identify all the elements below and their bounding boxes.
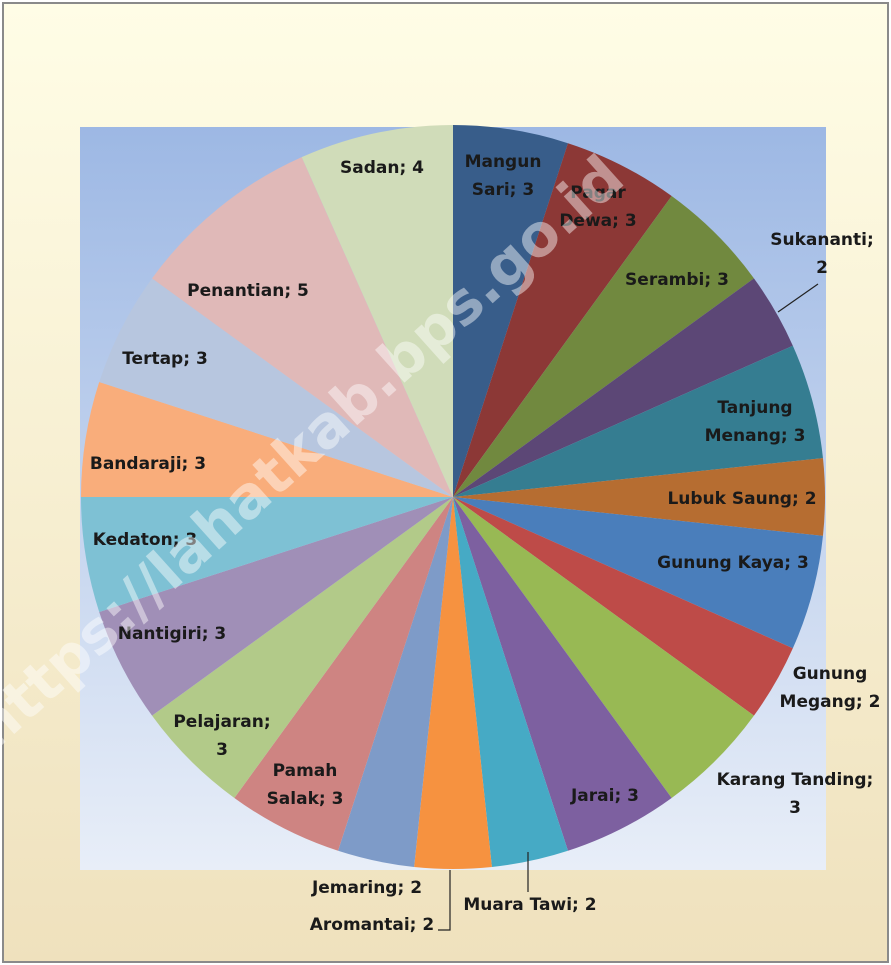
pie-slice: Jemaring: [338, 497, 453, 867]
label-line: 2: [816, 258, 828, 278]
label-line: Megang; 2: [780, 692, 881, 712]
pie-slice: Kedaton: [81, 497, 453, 612]
pie-slice: Tertap: [99, 278, 454, 497]
pie-slice: Pagar Dewa: [453, 143, 672, 497]
pie-slice: Mangun Sari: [453, 125, 568, 497]
data-label: Tanjung Menang; 3: [705, 398, 806, 446]
pie-slice: Serambi: [453, 196, 754, 497]
data-label: Lubuk Saung; 2: [667, 489, 816, 509]
pie-slice: Bandaraji: [81, 382, 453, 497]
label-line: Menang; 3: [705, 426, 806, 446]
pie: Mangun SariPagar DewaSerambiSukanantiTan…: [81, 125, 825, 869]
data-label: Mangun Sari; 3: [465, 152, 542, 200]
label-line: Pagar: [570, 183, 626, 203]
label-line: Karang Tanding;: [717, 770, 874, 790]
pie-slice: Aromantai: [414, 497, 492, 869]
data-label: Gunung Kaya; 3: [657, 553, 809, 573]
pie-slice: Gunung Megang: [453, 497, 793, 716]
data-label: Tertap; 3: [122, 349, 208, 369]
label-line: Pelajaran;: [173, 712, 270, 732]
data-label: Pamah Salak; 3: [267, 761, 344, 809]
label-line: Pamah: [273, 761, 338, 781]
label-line: 3: [216, 740, 228, 760]
label-line: Sari; 3: [472, 180, 534, 200]
pie-slice: Gunung Kaya: [453, 497, 823, 649]
data-label: Karang Tanding; 3: [717, 770, 874, 818]
data-label: Pelajaran; 3: [173, 712, 270, 760]
pie-slice: Karang Tanding: [453, 497, 754, 798]
data-label: Jarai; 3: [570, 786, 639, 806]
pie-slice: Nantigiri: [99, 497, 454, 716]
label-line: Gunung: [793, 664, 868, 684]
data-label: Kedaton; 3: [93, 530, 198, 550]
data-label: Gunung Megang; 2: [780, 664, 881, 712]
pie-slice: Pelajaran: [152, 497, 453, 798]
pie-slice: Pamah Salak: [234, 497, 453, 851]
pie-slice: Sukananti: [453, 278, 793, 497]
data-label: Bandaraji; 3: [90, 454, 206, 474]
label-line: 3: [789, 798, 801, 818]
data-label: Muara Tawi; 2: [463, 895, 596, 915]
pie-slice: Sadan: [301, 125, 453, 497]
data-label: Penantian; 5: [187, 281, 309, 301]
pie-slice: Lubuk Saung: [453, 458, 825, 536]
data-label: Sukananti; 2: [770, 230, 874, 278]
pie-slice: Muara Tawi: [453, 497, 568, 867]
data-label: Jemaring; 2: [311, 878, 422, 898]
pie-slice: Penantian: [152, 157, 453, 498]
data-label: Sadan; 4: [340, 158, 424, 178]
label-line: Salak; 3: [267, 789, 344, 809]
data-label: Nantigiri; 3: [118, 624, 227, 644]
label-line: Dewa; 3: [559, 211, 636, 231]
data-label: Aromantai; 2: [310, 915, 434, 935]
data-label: Pagar Dewa; 3: [559, 183, 636, 231]
label-line: Mangun: [465, 152, 542, 172]
label-line: Sukananti;: [770, 230, 874, 250]
pie-slice: Tanjung Menang: [453, 345, 823, 497]
pie-slice: Jarai: [453, 497, 672, 851]
data-label: Serambi; 3: [625, 270, 729, 290]
leader-line: [777, 283, 819, 313]
leader-line: [438, 870, 451, 931]
label-line: Tanjung: [717, 398, 792, 418]
